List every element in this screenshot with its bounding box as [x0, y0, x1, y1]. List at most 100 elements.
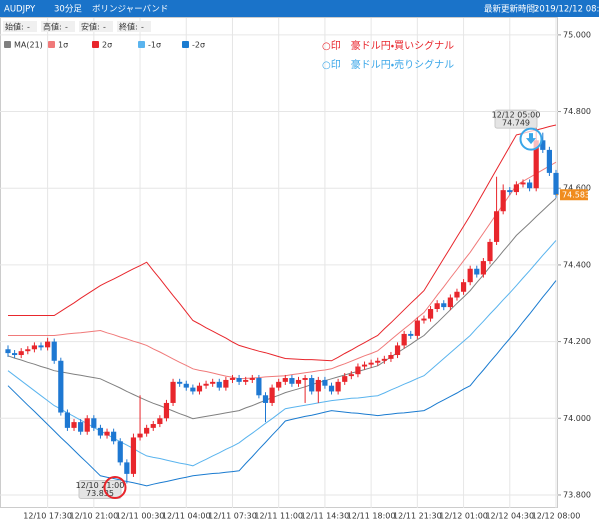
candle-body	[84, 418, 90, 432]
candle-body	[249, 378, 255, 380]
y-tick-label: 74.200	[563, 337, 591, 346]
y-tick-label: 74.400	[563, 260, 591, 269]
legend-swatch	[4, 41, 11, 48]
info-value: -	[141, 23, 144, 32]
band-line	[8, 124, 557, 362]
candle-body	[295, 379, 302, 384]
candle-body	[546, 149, 552, 173]
x-tick-label: 12/11 00:30	[116, 512, 165, 521]
candle-body	[58, 360, 64, 413]
candle-body	[315, 379, 321, 392]
candle-body	[31, 345, 38, 350]
y-tick-label: 74.600	[563, 184, 591, 193]
tooltip-value: 73.835	[86, 489, 114, 498]
candle-body	[553, 172, 559, 195]
candle-body	[91, 418, 97, 428]
signals: ○印 豪ドル円・買いシグナル ○印 豪ドル円・売りシグナル	[322, 39, 454, 71]
candle-body	[216, 381, 222, 388]
candle-body	[45, 341, 51, 348]
info-value: -	[27, 23, 30, 32]
candle-body	[12, 353, 18, 356]
candle-body	[513, 184, 519, 193]
info-label: 高値:	[43, 22, 62, 32]
signal-note: ○印 豪ドル円・売りシグナル	[322, 58, 454, 71]
candle-body	[210, 381, 216, 384]
last-price-tag	[560, 189, 588, 201]
candle-body	[137, 433, 143, 438]
candle-body	[322, 379, 328, 386]
candle-body	[421, 318, 427, 321]
candle-body	[78, 422, 84, 432]
x-tick-label: 12/12 04:30	[485, 512, 534, 521]
candle-body	[150, 424, 156, 428]
timeframe: 30分足	[54, 5, 82, 15]
y-tick-label: 74.800	[563, 107, 591, 116]
candle-body	[375, 360, 381, 363]
candle-body	[229, 378, 236, 380]
info-box	[117, 21, 151, 32]
info-label: 始値:	[5, 22, 24, 32]
tooltip-time: 12/12 05:00	[492, 111, 541, 120]
candle-body	[25, 349, 31, 352]
candle-body	[177, 381, 183, 384]
candle-body	[282, 378, 288, 382]
candle-body	[427, 309, 434, 319]
x-tick-label: 12/11 04:00	[162, 512, 211, 521]
y-tick-label: 75.000	[563, 30, 591, 39]
candle-body	[203, 383, 209, 386]
info-box	[3, 21, 37, 32]
info-value: -	[103, 23, 106, 32]
candle-body	[487, 241, 493, 262]
candle-body	[170, 381, 176, 403]
signal-note: ○印 豪ドル円・買いシグナル	[322, 39, 454, 52]
candle-body	[408, 333, 414, 336]
candle-body	[526, 182, 533, 189]
candle-body	[533, 140, 539, 189]
info-box	[79, 21, 113, 32]
y-tick-label: 74.000	[563, 414, 591, 423]
candle-body	[401, 333, 407, 346]
candle-body	[381, 358, 387, 361]
candle-body	[480, 261, 486, 275]
candle-body	[342, 376, 348, 382]
candle-body	[256, 378, 262, 396]
candle-body	[507, 190, 513, 193]
x-tick-label: 12/11 11:00	[254, 512, 303, 521]
candle-body	[361, 364, 368, 367]
band-line	[8, 161, 557, 380]
signal-arrow	[526, 133, 536, 145]
tooltip-box	[78, 480, 122, 500]
candle-body	[5, 349, 11, 354]
legend: MA(21) 1σ 2σ -1σ -2σ	[4, 41, 205, 50]
candle-body	[309, 378, 315, 392]
candle-body	[38, 345, 44, 348]
candle-body	[493, 211, 500, 242]
y-tick-label: 73.800	[563, 490, 591, 499]
indicator: ボリンジャーバンド	[92, 5, 168, 15]
candle-body	[97, 427, 104, 436]
info-box	[41, 21, 75, 32]
candle-body	[441, 303, 447, 308]
candle-body	[243, 379, 249, 382]
legend-label: 2σ	[102, 41, 112, 50]
tooltip-value: 74.749	[502, 119, 530, 128]
header-bar	[0, 0, 599, 17]
x-tick-label: 12/10 21:00	[70, 512, 119, 521]
band-line	[7, 197, 557, 420]
legend-swatch	[92, 41, 99, 48]
tooltip-box	[494, 109, 538, 129]
candle-body	[269, 387, 275, 403]
last-price-label: 74.583	[562, 190, 590, 199]
legend-label: MA(21)	[14, 41, 43, 50]
candle-body	[388, 355, 394, 359]
x-tick-label: 12/11 07:30	[208, 512, 257, 521]
candle-body	[276, 381, 282, 388]
info-label: 安値:	[81, 22, 100, 32]
candle-body	[394, 345, 401, 356]
legend-swatch	[48, 41, 55, 48]
candle-body	[289, 378, 295, 384]
